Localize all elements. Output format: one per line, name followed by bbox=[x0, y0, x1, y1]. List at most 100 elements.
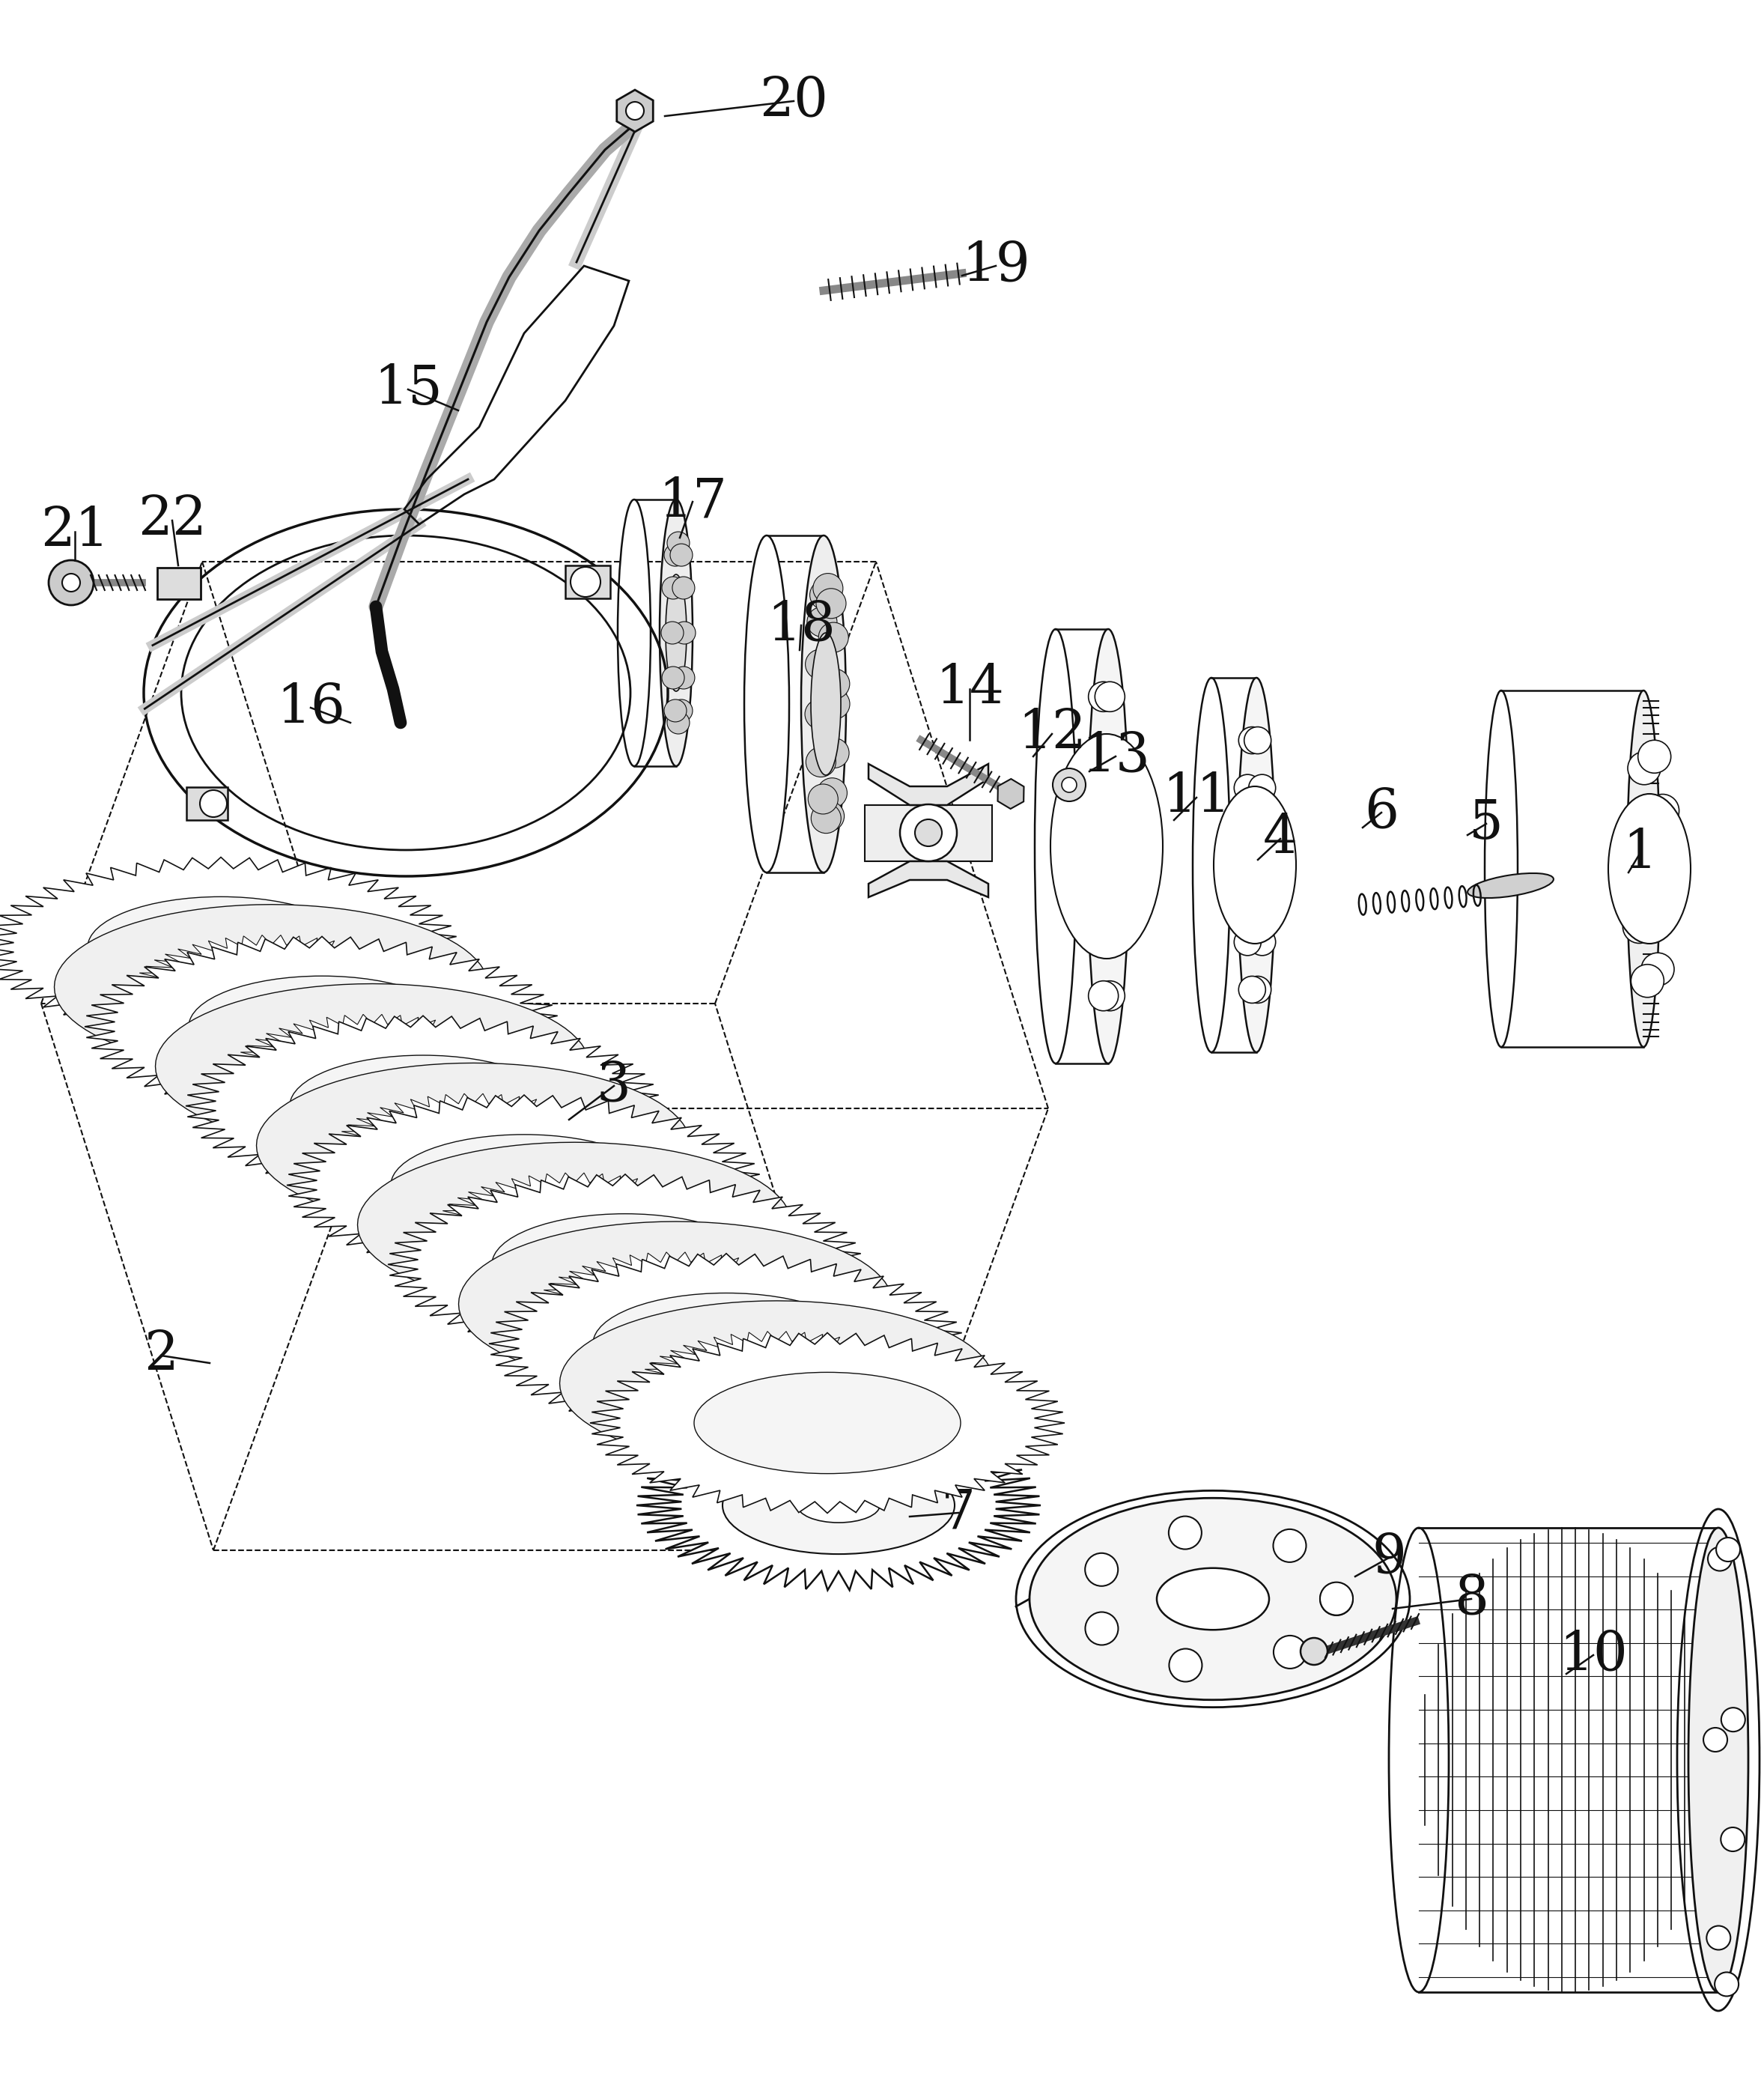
Circle shape bbox=[813, 573, 843, 604]
Ellipse shape bbox=[693, 1372, 961, 1474]
Circle shape bbox=[1085, 1611, 1118, 1645]
Ellipse shape bbox=[660, 500, 693, 766]
Polygon shape bbox=[617, 90, 653, 131]
Circle shape bbox=[811, 804, 841, 833]
Polygon shape bbox=[337, 1093, 610, 1197]
Circle shape bbox=[1249, 775, 1275, 802]
Circle shape bbox=[1319, 1582, 1353, 1616]
Text: 1: 1 bbox=[1623, 827, 1656, 881]
Text: 3: 3 bbox=[596, 1060, 632, 1112]
Polygon shape bbox=[559, 1301, 993, 1466]
Polygon shape bbox=[0, 858, 459, 1037]
FancyBboxPatch shape bbox=[564, 566, 610, 598]
Circle shape bbox=[662, 577, 684, 600]
Ellipse shape bbox=[289, 1056, 556, 1158]
Ellipse shape bbox=[797, 1489, 880, 1522]
Text: 21: 21 bbox=[41, 506, 109, 558]
Circle shape bbox=[815, 802, 845, 831]
Polygon shape bbox=[155, 985, 589, 1149]
Circle shape bbox=[1300, 1639, 1328, 1666]
Polygon shape bbox=[864, 806, 991, 862]
Text: 12: 12 bbox=[1018, 708, 1087, 760]
Circle shape bbox=[900, 804, 956, 862]
Circle shape bbox=[1274, 1528, 1305, 1562]
Circle shape bbox=[820, 668, 850, 700]
Circle shape bbox=[1238, 727, 1265, 754]
Circle shape bbox=[1235, 929, 1261, 956]
Polygon shape bbox=[637, 1420, 1041, 1591]
Circle shape bbox=[62, 575, 79, 591]
Circle shape bbox=[626, 102, 644, 121]
Circle shape bbox=[1722, 1707, 1745, 1732]
Circle shape bbox=[1623, 910, 1656, 943]
Ellipse shape bbox=[1087, 629, 1129, 1064]
Text: 11: 11 bbox=[1162, 770, 1231, 824]
Text: 8: 8 bbox=[1454, 1572, 1489, 1626]
Polygon shape bbox=[589, 1332, 1065, 1514]
Circle shape bbox=[672, 666, 695, 689]
Ellipse shape bbox=[593, 1293, 859, 1395]
Circle shape bbox=[1720, 1828, 1745, 1851]
Polygon shape bbox=[998, 779, 1023, 808]
Polygon shape bbox=[437, 1172, 711, 1276]
Circle shape bbox=[663, 543, 686, 566]
Ellipse shape bbox=[1238, 679, 1275, 1051]
Circle shape bbox=[817, 589, 847, 618]
Circle shape bbox=[806, 650, 836, 679]
Ellipse shape bbox=[1468, 872, 1554, 897]
Polygon shape bbox=[288, 1095, 762, 1276]
Circle shape bbox=[1062, 777, 1076, 793]
Circle shape bbox=[1088, 981, 1118, 1012]
Circle shape bbox=[1170, 1516, 1201, 1549]
Text: 6: 6 bbox=[1364, 787, 1399, 839]
Text: 15: 15 bbox=[374, 362, 443, 416]
Circle shape bbox=[1708, 1547, 1732, 1572]
Circle shape bbox=[1083, 924, 1113, 954]
Circle shape bbox=[916, 820, 942, 845]
Text: 4: 4 bbox=[1263, 812, 1298, 866]
Circle shape bbox=[1251, 852, 1277, 879]
Text: 20: 20 bbox=[759, 75, 827, 127]
Circle shape bbox=[667, 531, 690, 554]
Circle shape bbox=[1095, 981, 1125, 1012]
Circle shape bbox=[1641, 954, 1674, 985]
Circle shape bbox=[49, 560, 93, 606]
Circle shape bbox=[199, 789, 228, 816]
Circle shape bbox=[1095, 681, 1125, 712]
Circle shape bbox=[1646, 793, 1679, 827]
Circle shape bbox=[1238, 976, 1265, 1004]
Circle shape bbox=[1639, 739, 1671, 772]
Ellipse shape bbox=[744, 535, 789, 872]
Circle shape bbox=[1249, 929, 1275, 956]
Text: 22: 22 bbox=[138, 493, 206, 548]
Ellipse shape bbox=[1688, 1528, 1748, 1992]
Ellipse shape bbox=[665, 575, 686, 691]
Circle shape bbox=[1244, 976, 1272, 1004]
Circle shape bbox=[1085, 1553, 1118, 1586]
Circle shape bbox=[1632, 964, 1663, 997]
Ellipse shape bbox=[1214, 787, 1297, 943]
Circle shape bbox=[1101, 924, 1131, 954]
Circle shape bbox=[1235, 775, 1261, 802]
Polygon shape bbox=[185, 1016, 660, 1197]
Ellipse shape bbox=[189, 976, 455, 1076]
Text: 9: 9 bbox=[1372, 1532, 1406, 1584]
Circle shape bbox=[806, 747, 836, 777]
Circle shape bbox=[1704, 1728, 1727, 1751]
Text: 7: 7 bbox=[942, 1487, 975, 1539]
Circle shape bbox=[1715, 1972, 1739, 1997]
Circle shape bbox=[1628, 752, 1660, 785]
Text: 17: 17 bbox=[658, 475, 727, 529]
Circle shape bbox=[1244, 727, 1272, 754]
FancyBboxPatch shape bbox=[187, 787, 228, 820]
Circle shape bbox=[674, 623, 695, 643]
Circle shape bbox=[1053, 768, 1085, 802]
Circle shape bbox=[1233, 852, 1259, 879]
Circle shape bbox=[810, 581, 840, 610]
Polygon shape bbox=[459, 1222, 893, 1387]
Polygon shape bbox=[235, 1014, 510, 1118]
Ellipse shape bbox=[1609, 793, 1690, 943]
Circle shape bbox=[818, 737, 848, 768]
Circle shape bbox=[808, 608, 838, 637]
Polygon shape bbox=[358, 1143, 792, 1307]
